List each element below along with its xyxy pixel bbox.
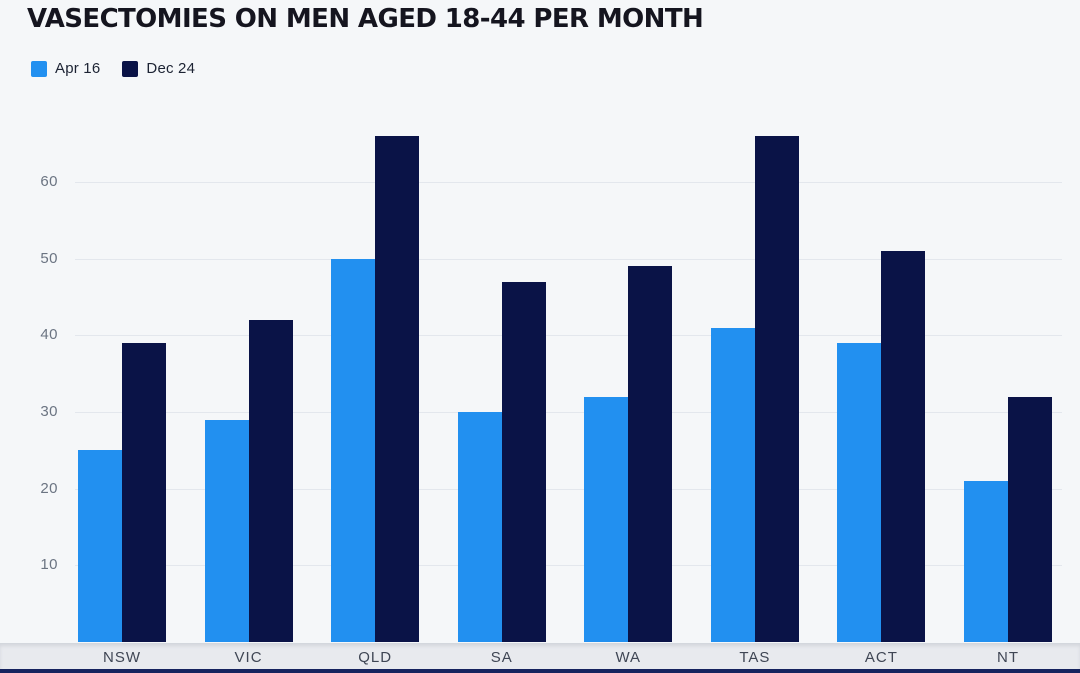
ytick-30: 30 [40,402,58,420]
bottom-accent-strip [0,669,1080,673]
gridline-20 [75,488,1062,490]
legend-item-dec24: Dec 24 [122,60,195,77]
xlabel-tas: TAS [739,649,771,666]
xlabel-vic: VIC [234,649,263,666]
legend-label-dec24: Dec 24 [146,60,196,77]
bar-apr16-sa [457,411,502,642]
xlabel-sa: SA [490,649,513,666]
bar-apr16-nt [963,480,1008,642]
gridline-50 [75,258,1062,260]
xlabel-nsw: NSW [103,649,141,666]
bar-apr16-wa [584,396,629,642]
xlabel-qld: QLD [358,649,393,666]
legend-item-apr16: Apr 16 [31,60,100,77]
xlabel-nt: NT [996,649,1019,666]
xlabel-wa: WA [615,649,642,666]
chart-title: VASECTOMIES ON MEN AGED 18-44 PER MONTH [27,4,704,34]
bar-apr16-nsw [78,450,122,642]
gridline-30 [75,411,1062,413]
ytick-60: 60 [40,172,58,190]
bar-dec24-tas [754,135,799,642]
ytick-10: 10 [40,556,58,574]
bar-apr16-vic [204,419,249,642]
legend-swatch-apr16-icon [31,60,47,77]
ytick-40: 40 [40,326,58,344]
bar-dec24-nt [1007,396,1052,642]
gridline-60 [75,181,1062,183]
bar-apr16-tas [710,327,755,642]
ytick-50: 50 [40,249,58,267]
legend-label-apr16: Apr 16 [55,60,101,77]
bar-dec24-sa [501,281,546,642]
xlabel-act: ACT [864,649,898,666]
bar-apr16-act [837,342,882,642]
bar-dec24-act [881,250,926,642]
legend-swatch-dec24-icon [122,60,139,77]
bar-dec24-vic [248,319,293,642]
legend: Apr 16 Dec 24 [31,60,195,77]
bar-dec24-wa [628,266,673,642]
ytick-20: 20 [40,479,58,497]
x-axis-band [0,643,1080,671]
bar-dec24-nsw [122,342,166,642]
bar-dec24-qld [375,135,420,642]
gridline-10 [75,565,1062,567]
bar-apr16-qld [331,258,376,642]
gridline-40 [75,335,1062,337]
